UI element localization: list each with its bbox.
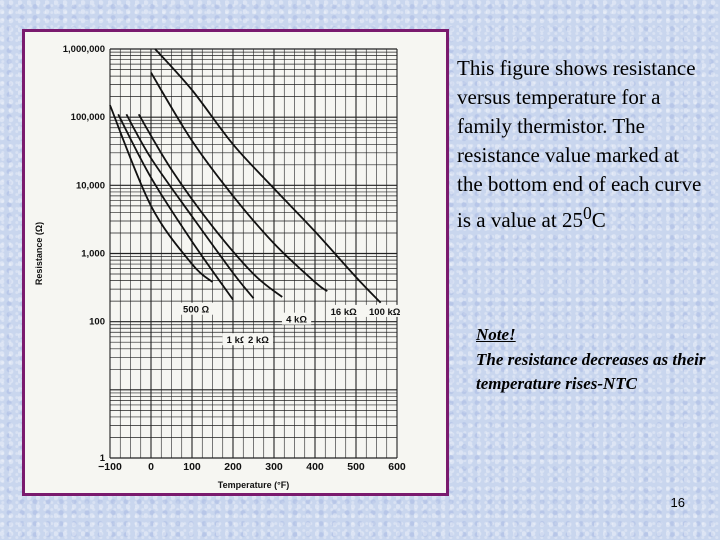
chart-frame [22, 29, 449, 496]
curve-label-background [363, 304, 406, 317]
curve-line [137, 113, 283, 298]
y-tick-label: 1 [100, 453, 106, 464]
description-text: This figure shows resistance versus temp… [457, 54, 707, 235]
y-tick-label: 100 [89, 317, 105, 328]
curve-line [154, 48, 382, 304]
x-tick-label: 0 [148, 461, 154, 473]
y-tick-label: 10,000 [76, 180, 105, 191]
y-tick-label: 100,000 [71, 112, 105, 123]
note-block: Note! The resistance decreases as their … [476, 323, 706, 397]
y-tick-label: 1,000 [81, 249, 105, 260]
x-tick-label: 200 [224, 461, 242, 473]
curve-label: 2 kΩ [248, 335, 269, 346]
curve-label-background [325, 304, 362, 317]
x-axis-title: Temperature (°F) [218, 480, 289, 490]
y-axis-title: Resistance (Ω) [34, 222, 44, 285]
description-superscript: 0 [582, 203, 592, 223]
x-tick-label: 300 [265, 461, 283, 473]
x-tick-label: 500 [347, 461, 365, 473]
description-body: This figure shows resistance versus temp… [457, 56, 702, 232]
curve-label: 100 kΩ [369, 307, 401, 318]
curve-label: 16 kΩ [331, 307, 357, 318]
curve-line [125, 113, 255, 299]
x-tick-label: 100 [183, 461, 201, 473]
x-tick-label: 400 [306, 461, 324, 473]
curve-label: 4 kΩ [286, 315, 307, 326]
curve-line [150, 72, 328, 292]
description-unit: C [591, 208, 606, 232]
curve-label: 500 Ω [183, 305, 209, 316]
note-body: The resistance decreases as their temper… [476, 349, 706, 394]
y-tick-label: 1,000,000 [63, 44, 105, 55]
x-tick-label: −100 [98, 461, 122, 473]
curve-label-background [281, 312, 312, 325]
curve-label-background [243, 333, 274, 346]
curve-line [109, 104, 214, 283]
page-number: 16 [670, 495, 685, 510]
x-tick-label: 600 [388, 461, 406, 473]
note-title: Note! [476, 325, 516, 344]
curve-line [117, 113, 234, 301]
curve-label-background [178, 302, 214, 315]
curve-label: 1 kΩ [227, 335, 248, 346]
